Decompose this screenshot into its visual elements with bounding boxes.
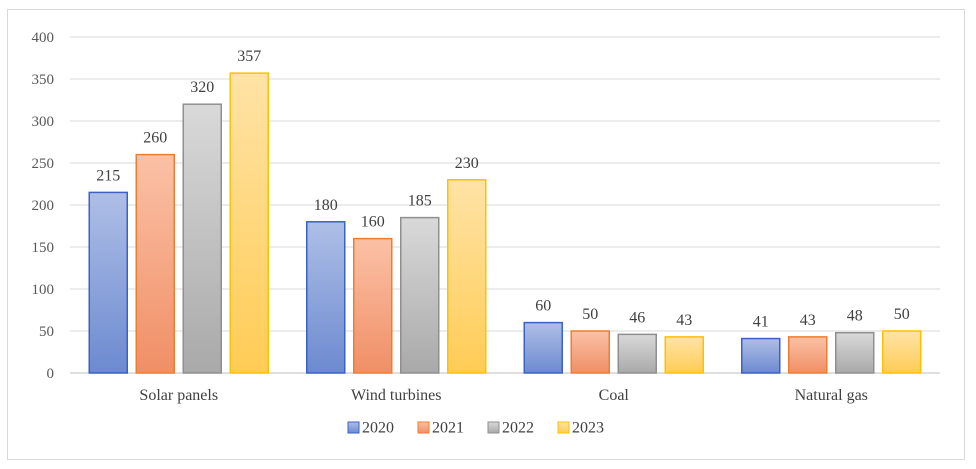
bar-2023-coal [664, 336, 704, 374]
bar-2022-natural-gas [835, 331, 875, 374]
bar-2022-coal [617, 333, 657, 374]
y-tick-label: 50 [39, 324, 54, 340]
x-axis: Solar panels Wind turbines Coal Natural gas [139, 387, 867, 404]
bar-2021-natural-gas [788, 336, 828, 374]
data-label: 185 [408, 193, 432, 210]
bar-2021-solar-panels [135, 153, 175, 374]
legend: 2020 2021 2022 2023 [347, 420, 604, 437]
data-label: 180 [314, 197, 338, 214]
data-label: 320 [190, 79, 214, 96]
y-tick-label: 150 [32, 240, 55, 256]
x-category-label: Wind turbines [351, 387, 441, 404]
bar-2023-solar-panels [229, 72, 269, 374]
y-tick-label: 350 [32, 72, 55, 88]
data-label: 60 [535, 298, 551, 315]
y-tick-label: 400 [32, 30, 55, 46]
data-label: 43 [800, 312, 816, 329]
y-tick-label: 300 [32, 114, 55, 130]
data-label: 50 [894, 306, 910, 323]
bar-2022-solar-panels [182, 103, 222, 374]
legend-swatch-2023 [557, 421, 570, 434]
bar-2021-wind-turbines [353, 237, 393, 374]
legend-swatch-2020 [347, 421, 360, 434]
x-category-label: Coal [599, 387, 630, 404]
legend-swatch-2022 [487, 421, 500, 434]
legend-label: 2021 [432, 420, 464, 437]
bars [88, 72, 922, 374]
y-tick-label: 0 [47, 366, 55, 382]
bar-2022-wind-turbines [400, 216, 440, 374]
data-labels: 215 260 320 357 180 160 185 230 60 50 46 43 41 43 48 50 [96, 48, 910, 330]
legend-swatch-2021 [417, 421, 430, 434]
legend-label: 2023 [572, 420, 604, 437]
data-label: 50 [582, 306, 598, 323]
bar-2021-coal [570, 330, 610, 374]
data-label: 41 [753, 314, 769, 331]
bar-2020-natural-gas [741, 337, 781, 374]
data-label: 260 [143, 130, 167, 147]
legend-label: 2020 [362, 420, 394, 437]
y-tick-label: 100 [32, 282, 55, 298]
x-category-label: Solar panels [139, 387, 218, 404]
data-label: 357 [237, 48, 261, 65]
x-category-label: Natural gas [795, 387, 868, 404]
bar-2020-wind-turbines [306, 221, 346, 374]
data-label: 215 [96, 167, 120, 184]
bar-2023-wind-turbines [447, 179, 487, 374]
data-label: 230 [455, 155, 479, 172]
y-tick-label: 250 [32, 156, 55, 172]
y-axis: 0 50 100 150 200 250 300 350 400 [32, 30, 55, 382]
legend-label: 2022 [502, 420, 534, 437]
y-tick-label: 200 [32, 198, 55, 214]
data-label: 46 [629, 309, 645, 326]
data-label: 48 [847, 308, 863, 325]
data-label: 160 [361, 214, 385, 231]
bar-2020-solar-panels [88, 191, 128, 374]
data-label: 43 [676, 312, 692, 329]
bar-2023-natural-gas [882, 330, 922, 374]
bar-2020-coal [523, 321, 563, 374]
